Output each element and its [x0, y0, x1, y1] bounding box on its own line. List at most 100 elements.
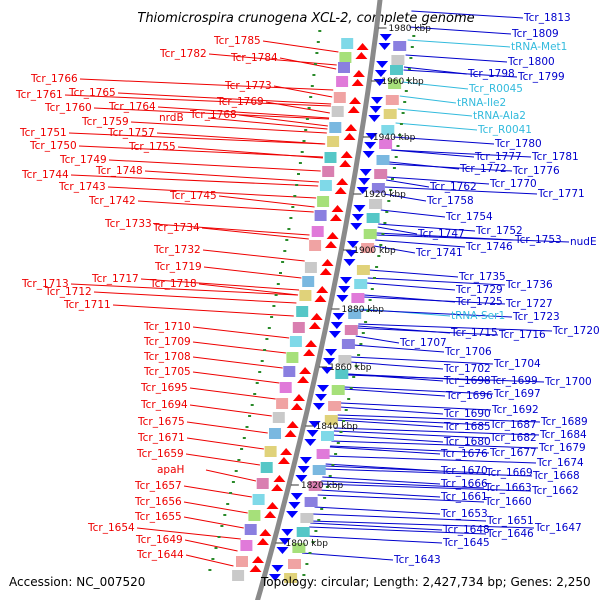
gene-label: Tcr_1725	[455, 296, 503, 308]
label-connector	[185, 554, 234, 567]
reverse-gene-arrow	[328, 331, 341, 338]
feature-box	[272, 412, 285, 423]
feature-box	[336, 76, 349, 87]
cog-dot	[281, 261, 285, 263]
label-connector	[331, 440, 539, 449]
forward-gene-arrow	[321, 259, 334, 266]
gene-label: Tcr_1760	[44, 102, 92, 114]
gene-label: Tcr_1757	[107, 127, 155, 139]
label-connector	[367, 277, 506, 286]
label-connector	[157, 106, 330, 119]
gene-label: apaH	[157, 464, 184, 476]
kbp-tick-label: 1920 kbp	[363, 190, 406, 200]
reverse-gene-arrow	[281, 529, 294, 536]
gene-label: Tcr_1677	[489, 447, 537, 459]
cog-dot	[398, 134, 402, 136]
label-connector	[177, 146, 323, 159]
gene-label: Tcr_1655	[134, 511, 182, 523]
reverse-gene-arrow	[343, 259, 356, 266]
reverse-gene-arrow	[295, 475, 308, 482]
feature-box	[300, 513, 314, 523]
gene-label: Tcr_1659	[136, 448, 184, 460]
gene-label: Tcr_1773	[224, 80, 272, 92]
cog-dot	[260, 360, 264, 362]
cog-dot	[361, 332, 365, 334]
reverse-gene-arrow	[308, 421, 321, 428]
gene-label: Tcr_1676	[440, 448, 488, 460]
label-connector	[388, 163, 513, 172]
gene-label: Tcr_1727	[505, 298, 553, 310]
feature-box	[289, 336, 302, 347]
reverse-gene-arrow	[358, 178, 371, 185]
label-connector	[189, 404, 272, 417]
kbp-tick-label: 1980 kbp	[389, 24, 432, 34]
label-connector	[401, 81, 469, 90]
reverse-gene-arrow	[350, 223, 363, 230]
map-title: Thiomicrospira crunogena XCL-2, complete…	[137, 11, 474, 26]
forward-gene-arrow	[319, 268, 332, 275]
forward-gene-arrow	[334, 187, 347, 194]
forward-gene-arrow	[290, 403, 303, 410]
gene-label: Tcr_1674	[536, 457, 584, 469]
feature-box	[329, 122, 342, 133]
gene-label: Tcr_1687	[489, 419, 537, 431]
cog-dot	[315, 52, 319, 54]
gene-label: Tcr_1680	[443, 436, 491, 448]
cog-dot	[396, 145, 400, 147]
feature-box	[232, 570, 245, 581]
reverse-gene-arrow	[299, 457, 312, 464]
label-connector	[130, 121, 327, 134]
cog-dot	[283, 250, 287, 252]
gene-label: Tcr_1732	[153, 244, 201, 256]
label-connector	[340, 402, 492, 411]
cog-dot	[208, 569, 212, 571]
rna-label: tRNA-Met1	[511, 41, 567, 53]
gene-label: nudE	[570, 236, 597, 248]
reverse-gene-arrow	[306, 430, 319, 437]
label-connector	[349, 361, 444, 370]
feature-box	[327, 136, 340, 147]
gene-label: Tcr_1685	[443, 421, 491, 433]
feature-box	[304, 497, 318, 507]
cog-dot	[220, 525, 224, 527]
label-connector	[383, 193, 427, 202]
gene-label: Tcr_1699	[490, 375, 538, 387]
label-connector	[185, 453, 260, 466]
cog-dot	[409, 57, 413, 59]
cog-dot	[285, 239, 289, 241]
forward-gene-arrow	[310, 313, 323, 320]
label-connector	[112, 304, 294, 317]
gene-label: Tcr_1754	[445, 211, 493, 223]
reverse-gene-arrow	[365, 133, 378, 140]
label-connector	[186, 437, 264, 450]
cog-dot	[263, 349, 267, 351]
gene-label: Tcr_1689	[540, 416, 588, 428]
label-connector	[183, 485, 252, 498]
reverse-gene-arrow	[271, 565, 284, 572]
cog-dot	[399, 123, 403, 125]
label-connector	[140, 278, 300, 291]
feature-box	[322, 166, 335, 177]
kbp-tick-label: 1960 kbp	[381, 77, 424, 87]
cog-dot	[389, 189, 393, 191]
label-connector	[395, 122, 478, 131]
feature-box	[371, 183, 385, 193]
kbp-tick-label: 1880 kbp	[342, 305, 385, 315]
label-connector	[183, 516, 244, 529]
feature-box	[299, 290, 312, 301]
label-connector	[279, 57, 337, 70]
label-connector	[351, 356, 494, 365]
cog-dot	[401, 112, 405, 114]
cog-dot	[349, 387, 353, 389]
rna-label: tRNA-Ile2	[457, 97, 506, 109]
gene-label: Tcr_1747	[417, 228, 465, 240]
feature-box	[236, 556, 248, 567]
cog-dot	[312, 74, 316, 76]
gene-label: Tcr_1765	[68, 87, 116, 99]
cog-dot	[311, 541, 315, 543]
label-connector	[409, 26, 512, 35]
cog-dot	[223, 514, 227, 516]
cog-dot	[234, 470, 238, 472]
gene-label: Tcr_1661	[440, 491, 488, 503]
